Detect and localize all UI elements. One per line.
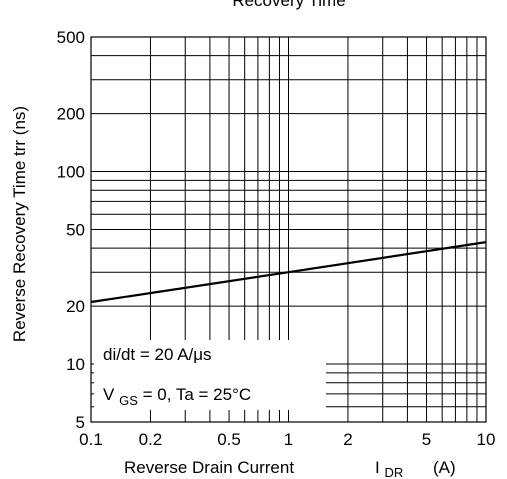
y-tick-label: 100 [57, 163, 85, 182]
x-tick-labels: 0.1 0.2 0.5 1 2 5 10 [79, 430, 495, 449]
annotation-di-dt: di/dt = 20 A/μs [103, 345, 212, 364]
x-tick-label: 10 [477, 430, 496, 449]
annotation-v: V [103, 385, 115, 404]
x-axis-title-subscript: DR [384, 465, 403, 479]
y-tick-label: 50 [66, 221, 85, 240]
series-layer [90, 241, 487, 304]
annotation-v-subscript: GS [119, 393, 138, 408]
y-tick-label: 200 [57, 105, 85, 124]
y-tick-label: 10 [66, 355, 85, 374]
x-tick-label: 1 [284, 430, 293, 449]
y-tick-label: 20 [66, 297, 85, 316]
annotation-background [94, 340, 326, 410]
chart-title: Recovery Time [232, 0, 345, 10]
y-tick-label: 5 [76, 413, 85, 432]
annotation-box: di/dt = 20 A/μs V GS = 0, Ta = 25°C [94, 340, 326, 410]
x-axis-title-symbol: I [375, 458, 380, 477]
x-tick-label: 2 [343, 430, 352, 449]
x-tick-label: 0.1 [79, 430, 103, 449]
annotation-rest: = 0, Ta = 25°C [143, 385, 252, 404]
annotation-conditions: V GS = 0, Ta = 25°C [103, 385, 251, 409]
plot-frame [90, 36, 487, 423]
x-axis-title: Reverse Drain Current I DR (A) [124, 458, 456, 479]
x-tick-label: 5 [422, 430, 431, 449]
x-tick-label: 0.2 [139, 430, 163, 449]
x-tick-label: 0.5 [217, 430, 241, 449]
y-axis-title: Reverse Recovery Time trr (ns) [10, 106, 29, 342]
x-axis-title-unit: (A) [433, 458, 456, 477]
y-tick-label: 500 [57, 28, 85, 47]
y-tick-labels: 5 10 20 50 100 200 500 [57, 28, 85, 432]
series-line [90, 241, 487, 304]
x-axis-title-text: Reverse Drain Current [124, 458, 294, 477]
